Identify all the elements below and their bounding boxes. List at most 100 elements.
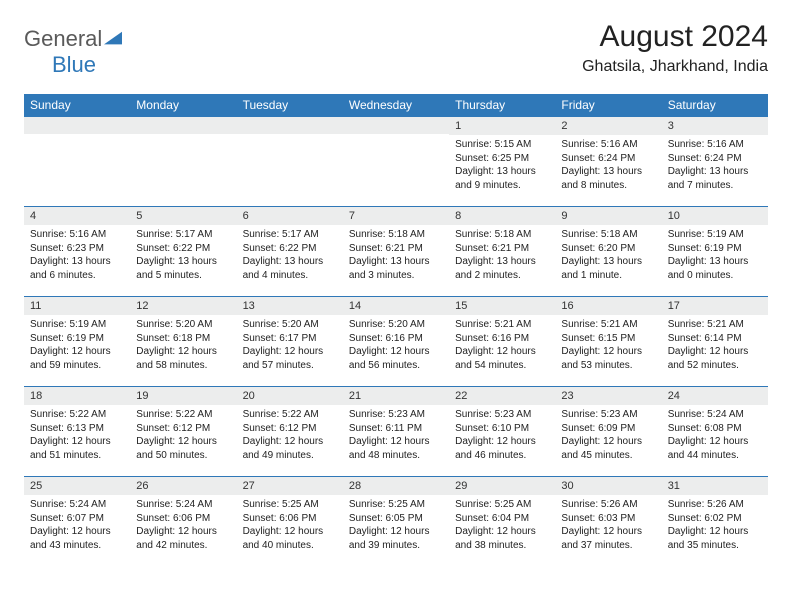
day-data: Sunrise: 5:22 AMSunset: 6:13 PMDaylight:… [24, 405, 130, 466]
sunset-line: Sunset: 6:23 PM [30, 242, 124, 256]
calendar-day-cell: 5Sunrise: 5:17 AMSunset: 6:22 PMDaylight… [130, 207, 236, 297]
day-data: Sunrise: 5:25 AMSunset: 6:06 PMDaylight:… [237, 495, 343, 556]
daylight-line: Daylight: 13 hours and 9 minutes. [455, 165, 549, 192]
logo-text-2: Blue [52, 52, 96, 77]
sunrise-line: Sunrise: 5:25 AM [243, 498, 337, 512]
day-header: Friday [555, 94, 661, 117]
calendar-day-cell: 29Sunrise: 5:25 AMSunset: 6:04 PMDayligh… [449, 477, 555, 567]
sunset-line: Sunset: 6:07 PM [30, 512, 124, 526]
day-number: 30 [555, 477, 661, 495]
calendar-day-cell: 13Sunrise: 5:20 AMSunset: 6:17 PMDayligh… [237, 297, 343, 387]
day-data: Sunrise: 5:21 AMSunset: 6:14 PMDaylight:… [662, 315, 768, 376]
day-data: Sunrise: 5:23 AMSunset: 6:11 PMDaylight:… [343, 405, 449, 466]
sunset-line: Sunset: 6:22 PM [243, 242, 337, 256]
sunset-line: Sunset: 6:06 PM [243, 512, 337, 526]
daylight-line: Daylight: 12 hours and 57 minutes. [243, 345, 337, 372]
sunrise-line: Sunrise: 5:25 AM [455, 498, 549, 512]
calendar-day-cell: 6Sunrise: 5:17 AMSunset: 6:22 PMDaylight… [237, 207, 343, 297]
sunrise-line: Sunrise: 5:26 AM [668, 498, 762, 512]
sunset-line: Sunset: 6:02 PM [668, 512, 762, 526]
day-number: 22 [449, 387, 555, 405]
sunrise-line: Sunrise: 5:15 AM [455, 138, 549, 152]
day-number: 7 [343, 207, 449, 225]
day-number: 28 [343, 477, 449, 495]
calendar-day-cell: 19Sunrise: 5:22 AMSunset: 6:12 PMDayligh… [130, 387, 236, 477]
sunrise-line: Sunrise: 5:22 AM [30, 408, 124, 422]
sunrise-line: Sunrise: 5:19 AM [668, 228, 762, 242]
sunset-line: Sunset: 6:04 PM [455, 512, 549, 526]
day-number: 1 [449, 117, 555, 135]
sunrise-line: Sunrise: 5:17 AM [243, 228, 337, 242]
day-number: 11 [24, 297, 130, 315]
calendar-day-cell: 20Sunrise: 5:22 AMSunset: 6:12 PMDayligh… [237, 387, 343, 477]
calendar-table: Sunday Monday Tuesday Wednesday Thursday… [24, 94, 768, 567]
day-number [237, 117, 343, 134]
sunrise-line: Sunrise: 5:24 AM [30, 498, 124, 512]
day-header: Sunday [24, 94, 130, 117]
sunrise-line: Sunrise: 5:24 AM [136, 498, 230, 512]
sunset-line: Sunset: 6:25 PM [455, 152, 549, 166]
day-data: Sunrise: 5:23 AMSunset: 6:09 PMDaylight:… [555, 405, 661, 466]
day-number: 25 [24, 477, 130, 495]
calendar-week-row: 1 Sunrise: 5:15 AMSunset: 6:25 PMDaylight… [24, 117, 768, 207]
day-header: Saturday [662, 94, 768, 117]
day-number: 19 [130, 387, 236, 405]
calendar-day-cell: 30Sunrise: 5:26 AMSunset: 6:03 PMDayligh… [555, 477, 661, 567]
day-number: 9 [555, 207, 661, 225]
daylight-line: Daylight: 13 hours and 5 minutes. [136, 255, 230, 282]
calendar-day-cell: 18Sunrise: 5:22 AMSunset: 6:13 PMDayligh… [24, 387, 130, 477]
sunset-line: Sunset: 6:08 PM [668, 422, 762, 436]
daylight-line: Daylight: 12 hours and 52 minutes. [668, 345, 762, 372]
calendar-day-cell: 25Sunrise: 5:24 AMSunset: 6:07 PMDayligh… [24, 477, 130, 567]
sunrise-line: Sunrise: 5:16 AM [30, 228, 124, 242]
day-data: Sunrise: 5:16 AMSunset: 6:24 PMDaylight:… [555, 135, 661, 196]
sunset-line: Sunset: 6:22 PM [136, 242, 230, 256]
day-number: 21 [343, 387, 449, 405]
daylight-line: Daylight: 12 hours and 44 minutes. [668, 435, 762, 462]
day-number: 10 [662, 207, 768, 225]
calendar-day-cell: 12Sunrise: 5:20 AMSunset: 6:18 PMDayligh… [130, 297, 236, 387]
day-number: 13 [237, 297, 343, 315]
sunrise-line: Sunrise: 5:22 AM [136, 408, 230, 422]
calendar-day-cell [24, 117, 130, 207]
calendar-day-cell: 15Sunrise: 5:21 AMSunset: 6:16 PMDayligh… [449, 297, 555, 387]
daylight-line: Daylight: 12 hours and 43 minutes. [30, 525, 124, 552]
sunset-line: Sunset: 6:19 PM [668, 242, 762, 256]
day-data: Sunrise: 5:16 AMSunset: 6:23 PMDaylight:… [24, 225, 130, 286]
daylight-line: Daylight: 13 hours and 4 minutes. [243, 255, 337, 282]
day-number: 20 [237, 387, 343, 405]
calendar-day-cell: 17Sunrise: 5:21 AMSunset: 6:14 PMDayligh… [662, 297, 768, 387]
daylight-line: Daylight: 13 hours and 0 minutes. [668, 255, 762, 282]
sunrise-line: Sunrise: 5:18 AM [349, 228, 443, 242]
day-number: 14 [343, 297, 449, 315]
calendar-week-row: 25Sunrise: 5:24 AMSunset: 6:07 PMDayligh… [24, 477, 768, 567]
daylight-line: Daylight: 12 hours and 39 minutes. [349, 525, 443, 552]
calendar-day-cell: 10 Sunrise: 5:19 AMSunset: 6:19 PMDayligh… [662, 207, 768, 297]
day-data: Sunrise: 5:24 AMSunset: 6:07 PMDaylight:… [24, 495, 130, 556]
calendar-day-cell: 27Sunrise: 5:25 AMSunset: 6:06 PMDayligh… [237, 477, 343, 567]
calendar-day-cell: 11Sunrise: 5:19 AMSunset: 6:19 PMDayligh… [24, 297, 130, 387]
sunrise-line: Sunrise: 5:24 AM [668, 408, 762, 422]
day-data: Sunrise: 5:24 AMSunset: 6:08 PMDaylight:… [662, 405, 768, 466]
sunset-line: Sunset: 6:18 PM [136, 332, 230, 346]
sunset-line: Sunset: 6:14 PM [668, 332, 762, 346]
daylight-line: Daylight: 12 hours and 50 minutes. [136, 435, 230, 462]
day-number: 27 [237, 477, 343, 495]
daylight-line: Daylight: 12 hours and 35 minutes. [668, 525, 762, 552]
day-number: 16 [555, 297, 661, 315]
sunrise-line: Sunrise: 5:18 AM [455, 228, 549, 242]
day-number: 17 [662, 297, 768, 315]
sunset-line: Sunset: 6:21 PM [455, 242, 549, 256]
day-data: Sunrise: 5:19 AMSunset: 6:19 PMDaylight:… [24, 315, 130, 376]
daylight-line: Daylight: 13 hours and 1 minute. [561, 255, 655, 282]
sunrise-line: Sunrise: 5:21 AM [561, 318, 655, 332]
sunset-line: Sunset: 6:13 PM [30, 422, 124, 436]
day-number: 5 [130, 207, 236, 225]
day-number: 2 [555, 117, 661, 135]
day-data: Sunrise: 5:22 AMSunset: 6:12 PMDaylight:… [130, 405, 236, 466]
daylight-line: Daylight: 13 hours and 6 minutes. [30, 255, 124, 282]
sunrise-line: Sunrise: 5:23 AM [561, 408, 655, 422]
calendar-day-cell: 8Sunrise: 5:18 AMSunset: 6:21 PMDaylight… [449, 207, 555, 297]
daylight-line: Daylight: 12 hours and 42 minutes. [136, 525, 230, 552]
calendar-day-cell: 21Sunrise: 5:23 AMSunset: 6:11 PMDayligh… [343, 387, 449, 477]
